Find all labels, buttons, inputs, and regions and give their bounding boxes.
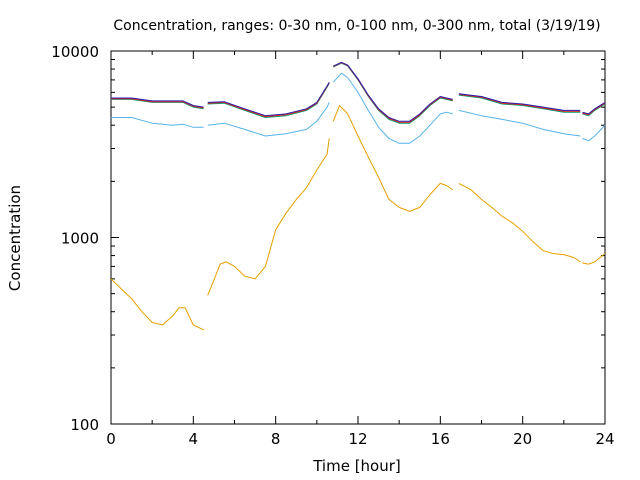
series-line <box>333 62 453 124</box>
series-line <box>582 253 606 265</box>
series-layer <box>110 61 606 331</box>
series-line <box>458 93 581 112</box>
series-line <box>207 81 330 117</box>
x-tick-label: 16 <box>431 430 450 448</box>
axis-ticks <box>110 50 606 425</box>
series-0 <box>110 105 606 331</box>
series-line <box>458 94 581 113</box>
series-line <box>111 98 204 109</box>
series-line <box>582 103 606 117</box>
series-line <box>111 117 204 128</box>
series-line <box>332 105 453 212</box>
x-tick-label: 0 <box>106 430 116 448</box>
series-line <box>582 101 606 115</box>
x-tick-label: 4 <box>189 430 199 448</box>
series-line <box>582 102 606 116</box>
x-tick-label: 8 <box>271 430 281 448</box>
x-tick-label: 24 <box>595 430 614 448</box>
y-axis-label: Concentration <box>6 185 24 291</box>
series-1 <box>111 72 606 144</box>
series-line <box>332 72 453 144</box>
series-line <box>207 138 330 296</box>
series-line <box>207 83 330 118</box>
series-line <box>458 182 581 263</box>
series-line <box>111 98 204 110</box>
x-axis-label: Time [hour] <box>312 457 401 475</box>
y-tick-label: 1000 <box>61 230 99 248</box>
series-line <box>207 82 330 118</box>
series-4 <box>111 61 606 122</box>
series-line <box>110 278 204 331</box>
chart-title: Concentration, ranges: 0-30 nm, 0-100 nm… <box>113 18 600 34</box>
y-tick-label: 100 <box>70 416 99 434</box>
x-tick-label: 12 <box>348 430 367 448</box>
x-tick-label: 20 <box>513 430 532 448</box>
series-line <box>582 124 606 142</box>
series-line <box>458 93 581 111</box>
series-line <box>111 97 204 108</box>
series-line <box>333 61 453 122</box>
tick-labels: 0 4 8 12 16 20 24 100 1000 10000 <box>51 43 614 448</box>
series-line <box>458 109 581 137</box>
series-line <box>207 102 330 137</box>
y-tick-label: 10000 <box>51 43 99 61</box>
